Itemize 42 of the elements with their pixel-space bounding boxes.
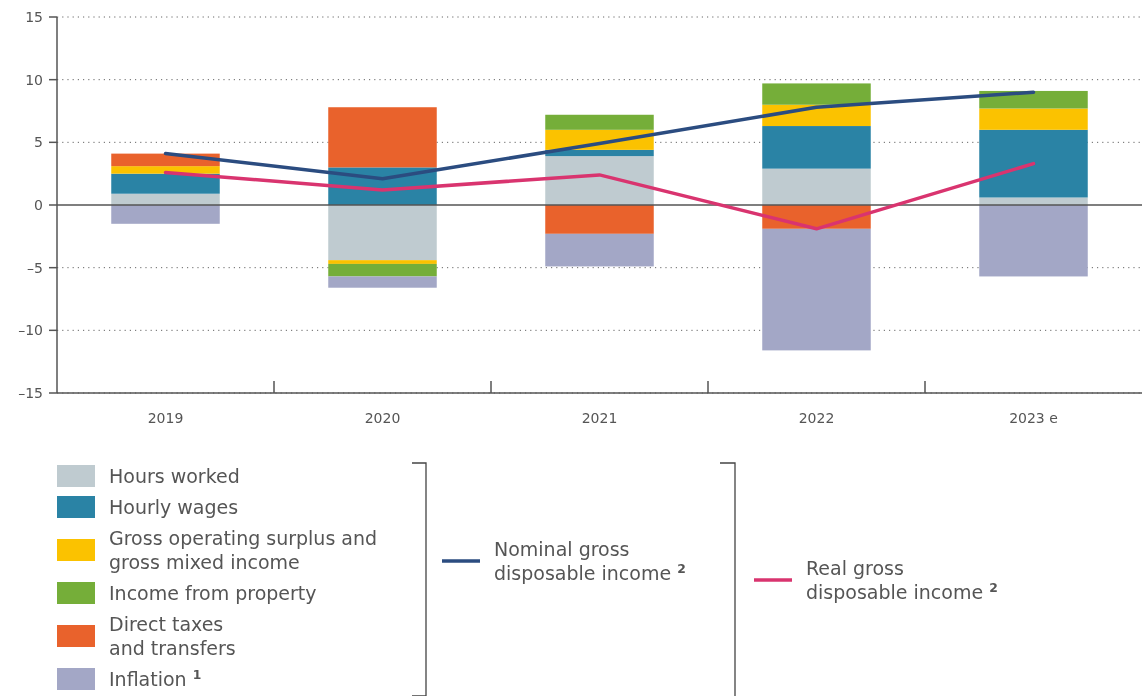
bar xyxy=(111,173,220,194)
x-tick-label: 2022 xyxy=(798,410,835,426)
bar xyxy=(762,126,871,169)
bar xyxy=(979,129,1088,198)
line-series xyxy=(163,161,1036,231)
bar xyxy=(545,156,654,205)
bar xyxy=(111,166,220,174)
y-tick-label: 0 xyxy=(34,196,43,213)
legend-label: Inflation $^{1}$ xyxy=(109,668,202,690)
bar xyxy=(979,108,1088,130)
legend-label: Income from property xyxy=(109,582,317,604)
bar xyxy=(328,107,437,168)
bar xyxy=(762,168,871,205)
bar xyxy=(111,205,220,224)
legend-label: Real gross disposable income $^{2}$ xyxy=(806,557,998,603)
bar xyxy=(328,276,437,288)
y-tick-label: 15 xyxy=(25,8,43,25)
x-tick-label: 2020 xyxy=(364,410,401,426)
bar xyxy=(328,205,437,261)
legend-label: Nominal gross disposable income $^{2}$ xyxy=(494,538,686,584)
bar xyxy=(328,263,437,277)
legend-label: Direct taxes and transfers xyxy=(109,613,236,659)
bar xyxy=(762,228,871,351)
bar xyxy=(545,114,654,130)
x-tick-label: 2019 xyxy=(147,410,184,426)
y-tick-label: 10 xyxy=(25,71,43,88)
line-series xyxy=(163,90,1036,181)
bar xyxy=(979,197,1088,205)
bar xyxy=(545,205,654,234)
y-tick-label: –5 xyxy=(27,259,43,276)
x-tick-label: 2023 e xyxy=(1009,410,1058,426)
bar xyxy=(328,260,437,264)
bar xyxy=(979,205,1088,277)
bar xyxy=(762,83,871,105)
bar xyxy=(545,233,654,267)
y-tick-label: 5 xyxy=(34,134,43,151)
y-tick-label: –10 xyxy=(18,322,43,339)
legend-label: Hours worked xyxy=(109,465,240,487)
legend-label: Gross operating surplus and gross mixed income xyxy=(109,527,378,573)
x-tick-label: 2021 xyxy=(581,410,618,426)
y-tick-label: –15 xyxy=(18,384,43,401)
legend-label: Hourly wages xyxy=(109,496,239,518)
